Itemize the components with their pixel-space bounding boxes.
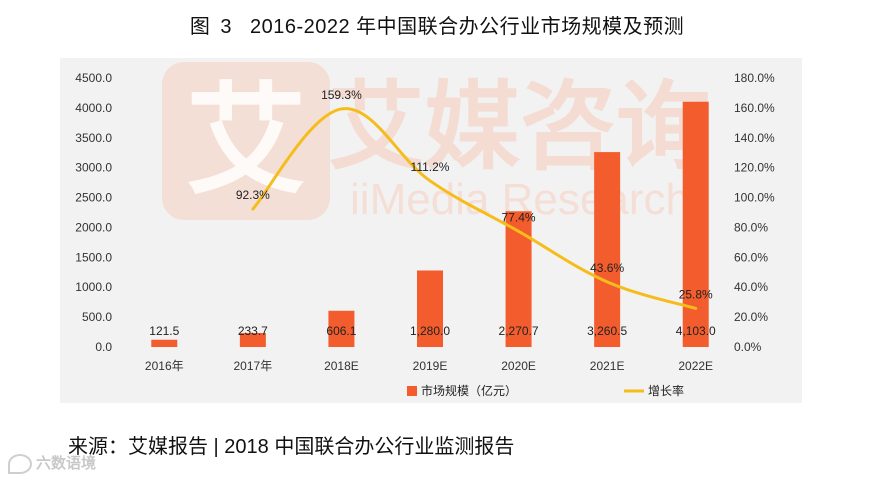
figure-number: 3 — [220, 16, 232, 38]
x-tick-label: 2016年 — [145, 359, 184, 373]
bar-value-label: 4,103.0 — [676, 324, 716, 338]
x-tick-label: 2022E — [678, 359, 713, 373]
bar-value-label: 3,260.5 — [587, 324, 627, 338]
bar-value-label: 2,270.7 — [499, 324, 539, 338]
x-tick-label: 2017年 — [234, 359, 273, 373]
corner-watermark-text: 六数语境 — [36, 455, 97, 472]
bar — [682, 101, 709, 347]
growth-rate-label: 25.8% — [679, 287, 713, 301]
y-left-tick-label: 0.0 — [95, 340, 112, 354]
growth-rate-line — [251, 107, 698, 310]
y-right-tick-label: 100.0% — [734, 191, 775, 205]
source-note: 来源：艾媒报告 | 2018 中国联合办公行业监测报告 — [68, 436, 515, 458]
y-left-tick-label: 1500.0 — [75, 250, 112, 264]
bar — [239, 333, 266, 347]
growth-rate-label: 92.3% — [236, 188, 270, 202]
y-right-tick-label: 0.0% — [734, 340, 762, 354]
legend-bar-label: 市场规模（亿元） — [421, 383, 517, 398]
bar — [417, 270, 443, 347]
x-tick-label: 2018E — [324, 359, 359, 373]
watermark-brand-cn: 艾媒咨询 — [328, 74, 712, 181]
y-left-tick-label: 500.0 — [82, 310, 112, 324]
watermark-logo-box — [162, 62, 330, 220]
bar — [151, 339, 178, 347]
y-left-tick-label: 4000.0 — [75, 101, 112, 115]
watermark-logo-glyph: 艾 — [186, 74, 306, 208]
y-right-tick-label: 20.0% — [734, 310, 768, 324]
y-left-tick-label: 3500.0 — [75, 131, 112, 145]
y-right-tick-label: 80.0% — [734, 220, 768, 234]
growth-rate-label: 159.3% — [321, 88, 362, 102]
figure-title-text: 2016-2022 年中国联合办公行业市场规模及预测 — [249, 16, 685, 38]
x-tick-label: 2021E — [590, 359, 625, 373]
y-left-tick-label: 4500.0 — [75, 71, 112, 85]
figure-label: 图 — [189, 16, 211, 38]
y-right-tick-label: 120.0% — [734, 161, 775, 175]
bar — [328, 310, 355, 347]
growth-rate-label: 111.2% — [411, 160, 450, 174]
x-tick-label: 2019E — [413, 359, 448, 373]
legend-line-label: 增长率 — [648, 383, 684, 398]
y-right-tick-label: 160.0% — [734, 101, 775, 115]
bar-value-label: 233.7 — [238, 324, 268, 338]
bar — [505, 211, 532, 347]
y-left-tick-label: 1000.0 — [75, 280, 112, 294]
bar-value-label: 121.5 — [149, 324, 179, 338]
bar — [594, 152, 621, 347]
x-tick-label: 2020E — [501, 359, 536, 373]
y-right-tick-label: 180.0% — [734, 71, 775, 85]
legend-bar-swatch — [407, 386, 417, 396]
corner-logo-icon — [8, 454, 32, 475]
y-left-tick-label: 2000.0 — [75, 220, 112, 234]
figure-title: 图 3 2016-2022 年中国联合办公行业市场规模及预测 — [0, 10, 874, 39]
bar-value-label: 1,280.0 — [410, 324, 450, 338]
growth-rate-label: 43.6% — [590, 261, 624, 275]
y-left-tick-label: 3000.0 — [75, 161, 112, 175]
growth-rate-label: 77.4% — [502, 210, 536, 224]
y-left-tick-label: 2500.0 — [75, 191, 112, 205]
y-right-tick-label: 140.0% — [734, 131, 775, 145]
bar-value-label: 606.1 — [326, 324, 356, 338]
combo-chart: 艾艾媒咨询iiMedia Research0.0500.01000.01500.… — [75, 62, 775, 398]
y-right-tick-label: 60.0% — [734, 250, 768, 264]
y-right-tick-label: 40.0% — [734, 280, 768, 294]
corner-watermark: 六数语境 — [8, 452, 97, 475]
